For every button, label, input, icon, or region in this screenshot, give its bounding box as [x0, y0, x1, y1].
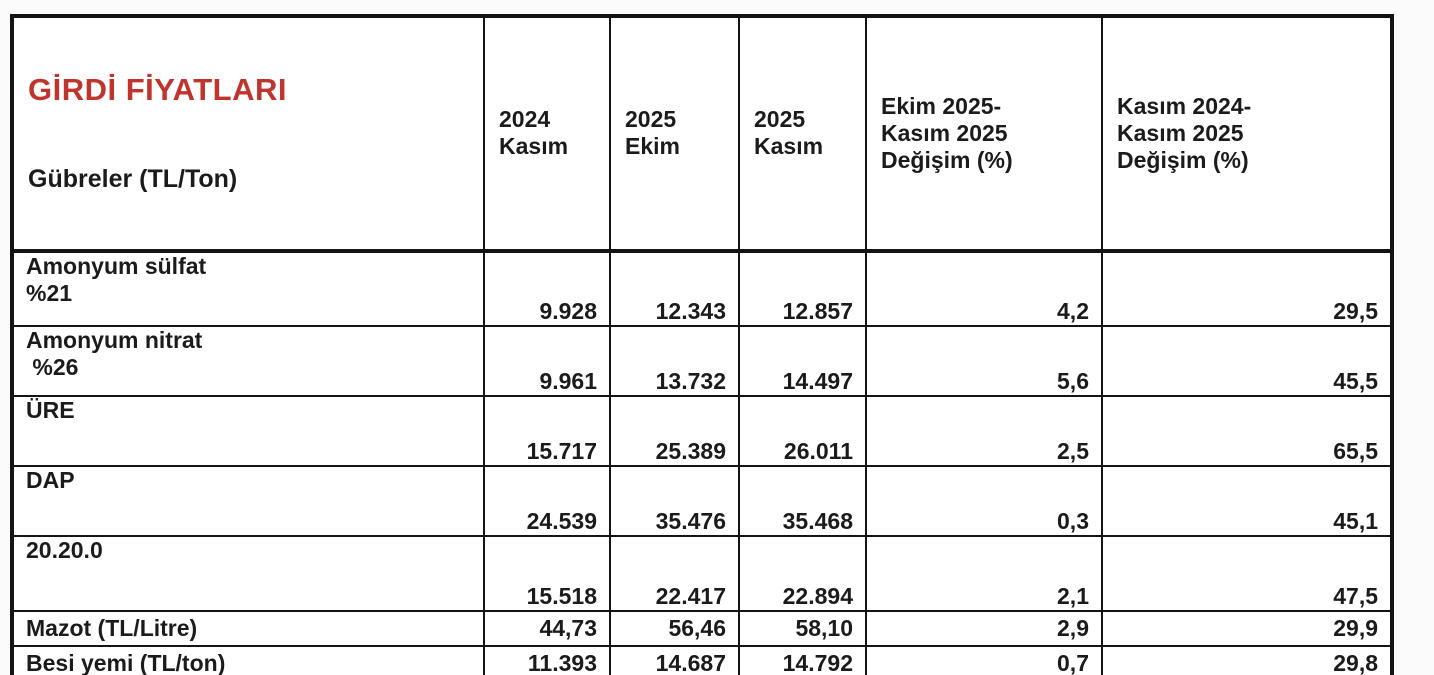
yearly-change: 29,5 [1101, 249, 1393, 327]
yearly-change: 29,8 [1101, 644, 1393, 675]
price-2024-kasim: 11.393 [483, 644, 611, 675]
monthly-change: 2,9 [865, 609, 1103, 647]
row-label: ÜRE [11, 394, 485, 467]
yearly-change: 65,5 [1101, 394, 1393, 467]
table-row-20-20-0: 20.20.0 15.518 22.417 22.894 2,1 47,5 [11, 534, 1393, 612]
table-row-besi-yemi: Besi yemi (TL/ton) 11.393 14.687 14.792 … [11, 644, 1393, 675]
row-label: DAP [11, 464, 485, 537]
table-subtitle: Gübreler (TL/Ton) [28, 165, 238, 194]
price-2025-ekim: 13.732 [609, 324, 740, 397]
row-label: Amonyum nitrat %26 [11, 324, 485, 397]
price-2025-kasim: 14.792 [738, 644, 867, 675]
yearly-change: 47,5 [1101, 534, 1393, 612]
price-2025-ekim: 12.343 [609, 249, 740, 327]
yearly-change: 45,1 [1101, 464, 1393, 537]
monthly-change: 2,1 [865, 534, 1103, 612]
yearly-change: 29,9 [1101, 609, 1393, 647]
input-prices-table: GİRDİ FİYATLARI Gübreler (TL/Ton) 2024 K… [10, 14, 1394, 675]
column-header-monthly-change: Ekim 2025- Kasım 2025 Değişim (%) [865, 15, 1103, 253]
table-row-ure: ÜRE 15.717 25.389 26.011 2,5 65,5 [11, 394, 1393, 467]
row-label: Amonyum sülfat %21 [11, 249, 485, 327]
price-2025-ekim: 14.687 [609, 644, 740, 675]
price-2024-kasim: 9.961 [483, 324, 611, 397]
yearly-change: 45,5 [1101, 324, 1393, 397]
column-header-2025-ekim: 2025 Ekim [609, 15, 740, 253]
table-row-amonyum-nitrat: Amonyum nitrat %26 9.961 13.732 14.497 5… [11, 324, 1393, 397]
price-2025-kasim: 35.468 [738, 464, 867, 537]
row-label: Mazot (TL/Litre) [11, 609, 485, 647]
price-2025-kasim: 58,10 [738, 609, 867, 647]
table-row-mazot: Mazot (TL/Litre) 44,73 56,46 58,10 2,9 2… [11, 609, 1393, 647]
price-2025-ekim: 25.389 [609, 394, 740, 467]
monthly-change: 4,2 [865, 249, 1103, 327]
price-2024-kasim: 15.717 [483, 394, 611, 467]
row-label: 20.20.0 [11, 534, 485, 612]
price-2025-kasim: 14.497 [738, 324, 867, 397]
price-2025-kasim: 12.857 [738, 249, 867, 327]
table-row-amonyum-sulfat: Amonyum sülfat %21 9.928 12.343 12.857 4… [11, 249, 1393, 327]
monthly-change: 5,6 [865, 324, 1103, 397]
price-2025-ekim: 22.417 [609, 534, 740, 612]
price-2025-kasim: 22.894 [738, 534, 867, 612]
monthly-change: 2,5 [865, 394, 1103, 467]
price-2024-kasim: 15.518 [483, 534, 611, 612]
row-label: Besi yemi (TL/ton) [11, 644, 485, 675]
column-header-2025-kasim: 2025 Kasım [738, 15, 867, 253]
column-header-yearly-change: Kasım 2024- Kasım 2025 Değişim (%) [1101, 15, 1393, 253]
price-2024-kasim: 44,73 [483, 609, 611, 647]
price-2024-kasim: 9.928 [483, 249, 611, 327]
table-row-dap: DAP 24.539 35.476 35.468 0,3 45,1 [11, 464, 1393, 537]
monthly-change: 0,3 [865, 464, 1103, 537]
table-title-cell: GİRDİ FİYATLARI Gübreler (TL/Ton) [11, 15, 485, 253]
price-2025-ekim: 35.476 [609, 464, 740, 537]
table-title: GİRDİ FİYATLARI [28, 72, 287, 108]
price-2024-kasim: 24.539 [483, 464, 611, 537]
price-2025-kasim: 26.011 [738, 394, 867, 467]
table-header-row: GİRDİ FİYATLARI Gübreler (TL/Ton) 2024 K… [11, 15, 1393, 253]
column-header-2024-kasim: 2024 Kasım [483, 15, 611, 253]
monthly-change: 0,7 [865, 644, 1103, 675]
price-2025-ekim: 56,46 [609, 609, 740, 647]
